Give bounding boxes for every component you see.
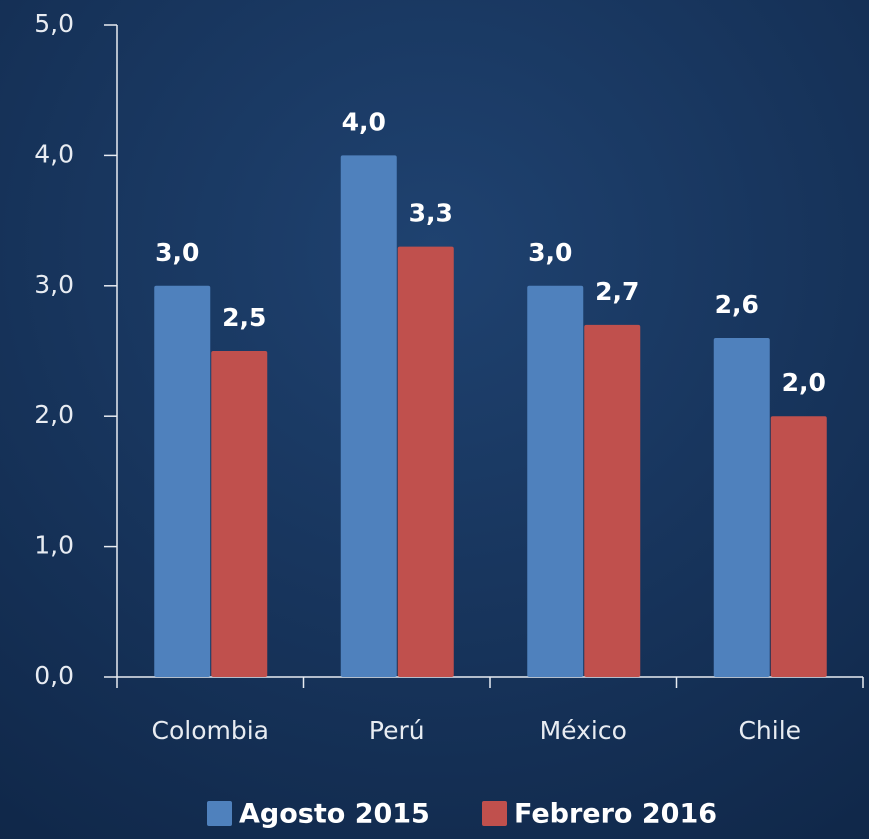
bar	[154, 285, 211, 677]
bar	[527, 285, 584, 677]
legend-swatch	[207, 801, 232, 826]
legend-swatch	[482, 801, 507, 826]
bar	[211, 351, 268, 677]
bar	[584, 324, 641, 677]
value-label: 2,5	[222, 303, 266, 332]
value-label: 4,0	[342, 107, 386, 136]
legend-label: Febrero 2016	[514, 799, 717, 830]
y-tick-label: 1,0	[34, 531, 74, 560]
value-label: 2,7	[595, 277, 639, 306]
value-label: 3,0	[155, 238, 199, 267]
y-tick-label: 3,0	[34, 270, 74, 299]
y-tick-label: 0,0	[34, 661, 74, 690]
legend-label: Agosto 2015	[239, 799, 430, 830]
x-tick-label: Chile	[738, 716, 801, 745]
value-label: 2,6	[715, 290, 759, 319]
bar	[713, 337, 770, 677]
x-tick-label: México	[540, 716, 627, 745]
value-label: 3,0	[528, 238, 572, 267]
bar	[340, 155, 397, 677]
y-tick-label: 4,0	[34, 139, 74, 168]
y-tick-label: 2,0	[34, 400, 74, 429]
bar	[397, 246, 454, 677]
bar	[770, 416, 827, 677]
value-label: 2,0	[782, 368, 826, 397]
x-tick-label: Perú	[369, 716, 425, 745]
x-tick-label: Colombia	[152, 716, 269, 745]
value-label: 3,3	[409, 199, 453, 228]
y-tick-label: 5,0	[34, 9, 74, 38]
